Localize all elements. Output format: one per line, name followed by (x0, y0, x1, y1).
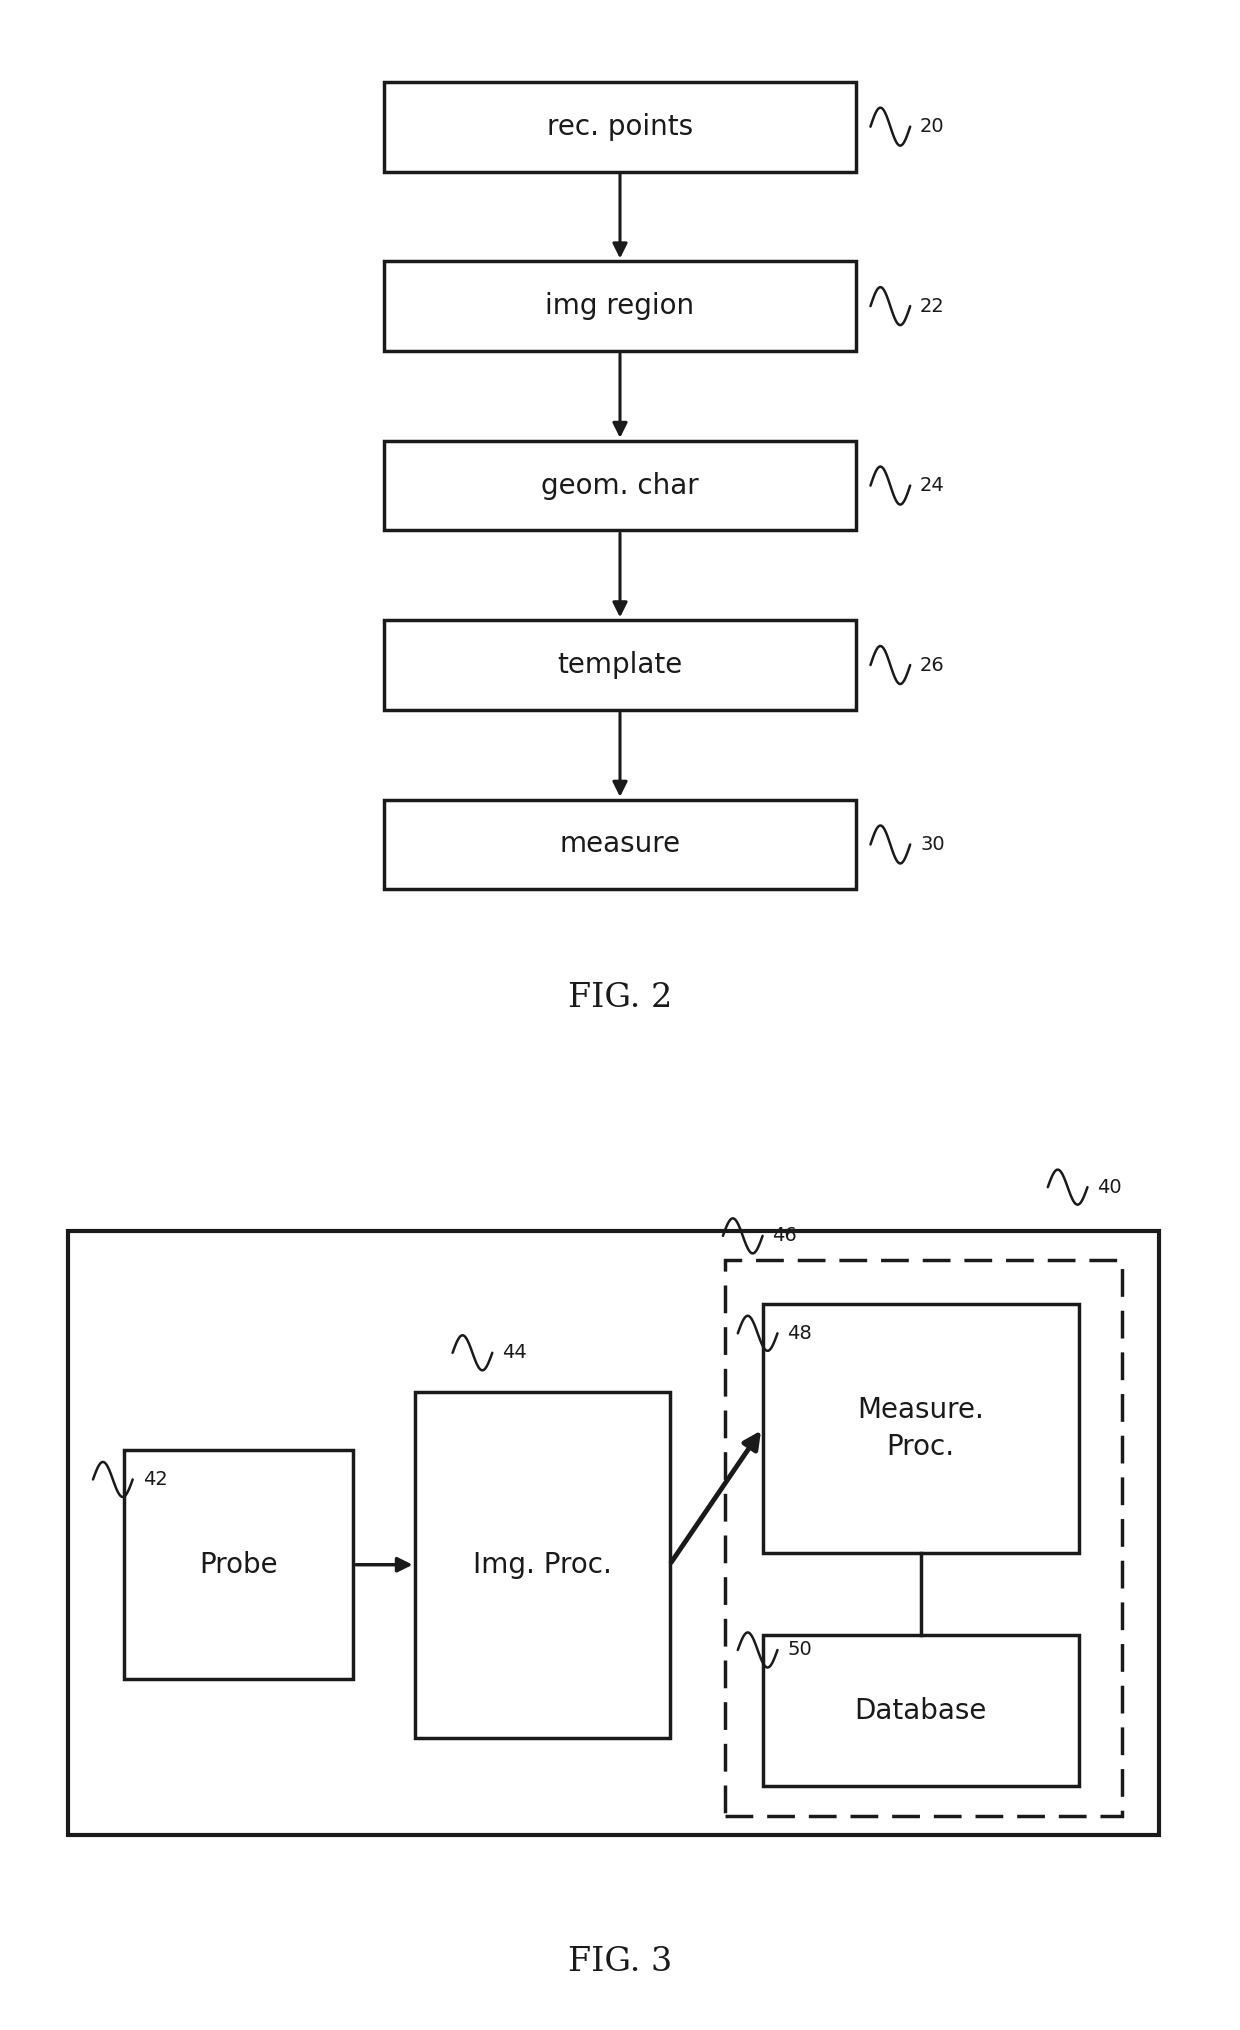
FancyBboxPatch shape (763, 1303, 1079, 1553)
FancyBboxPatch shape (384, 800, 856, 889)
Text: FIG. 2: FIG. 2 (568, 983, 672, 1013)
Text: 24: 24 (920, 477, 945, 495)
Text: geom. char: geom. char (541, 471, 699, 499)
Text: rec. points: rec. points (547, 114, 693, 140)
Text: 26: 26 (920, 656, 945, 674)
Text: template: template (557, 652, 683, 678)
Text: 50: 50 (787, 1640, 812, 1659)
Text: 42: 42 (143, 1470, 167, 1488)
Text: img region: img region (546, 292, 694, 321)
FancyBboxPatch shape (68, 1230, 1159, 1835)
FancyBboxPatch shape (384, 441, 856, 530)
Text: 40: 40 (1097, 1177, 1122, 1196)
Text: 48: 48 (787, 1324, 812, 1342)
FancyBboxPatch shape (384, 81, 856, 173)
Text: measure: measure (559, 830, 681, 859)
Text: Database: Database (854, 1697, 987, 1726)
Text: 44: 44 (502, 1344, 527, 1362)
Text: Img. Proc.: Img. Proc. (474, 1551, 611, 1579)
FancyBboxPatch shape (384, 262, 856, 351)
Text: 30: 30 (920, 834, 945, 855)
FancyBboxPatch shape (415, 1393, 670, 1738)
Text: Probe: Probe (200, 1551, 278, 1579)
Text: 22: 22 (920, 296, 945, 315)
Text: FIG. 3: FIG. 3 (568, 1947, 672, 1977)
Text: 46: 46 (773, 1226, 797, 1244)
Text: 20: 20 (920, 118, 945, 136)
Text: Measure.
Proc.: Measure. Proc. (857, 1397, 985, 1462)
FancyBboxPatch shape (384, 621, 856, 710)
FancyBboxPatch shape (124, 1449, 353, 1679)
FancyBboxPatch shape (763, 1636, 1079, 1786)
